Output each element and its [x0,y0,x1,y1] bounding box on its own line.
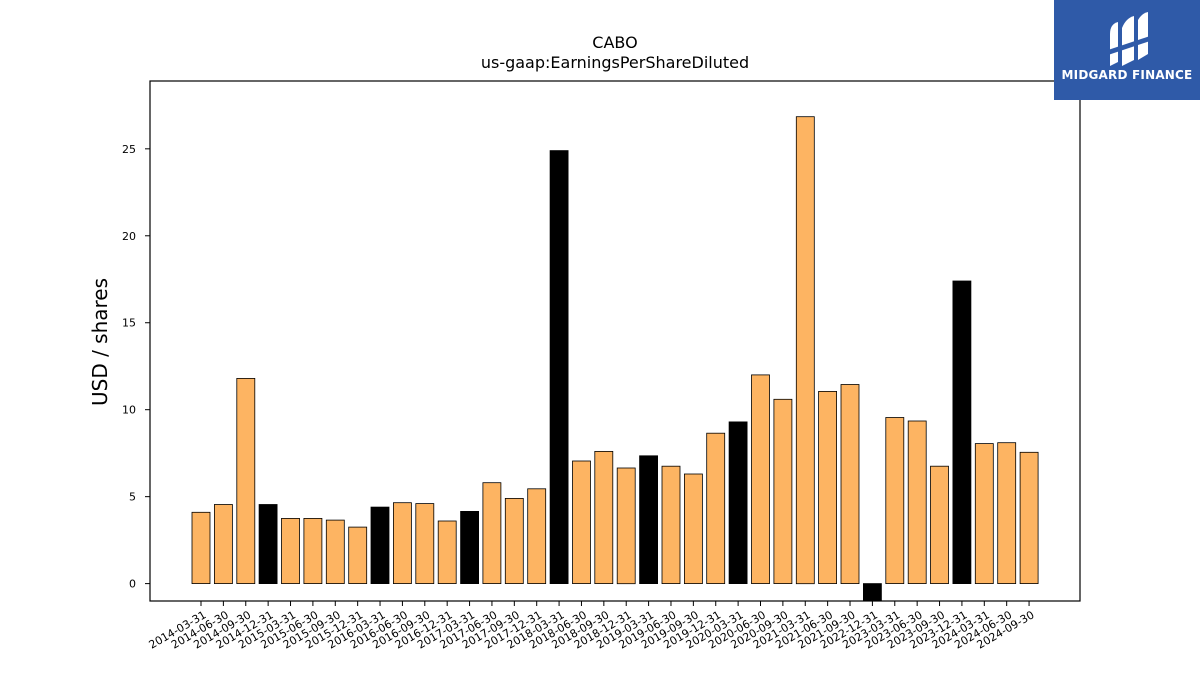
bar [392,502,412,585]
bar [930,465,949,585]
bar [504,497,524,584]
brand-logo: MIDGARD FINANCE [1054,0,1200,100]
bar [213,504,233,584]
x-axis-ticks: 2014-03-312014-06-302014-09-302014-12-31… [147,601,1037,652]
bar [684,473,703,584]
bar [460,510,480,584]
bar [437,520,457,584]
y-tick-label: 15 [122,317,136,330]
bar [818,390,837,584]
bar [258,504,278,584]
bar [907,420,927,585]
bar [594,450,614,584]
bars [191,116,1039,602]
bar [370,506,390,585]
bar [527,488,547,584]
bar [863,583,882,602]
bar [303,518,323,585]
bar [840,384,860,585]
bar [706,432,726,585]
y-tick-label: 20 [122,230,136,243]
bar [549,150,569,585]
bar [661,465,681,585]
bar [415,503,435,585]
bar [974,443,994,585]
y-tick-label: 0 [129,578,136,591]
plot-frame [149,80,1081,602]
bar [997,442,1017,585]
bar [236,377,256,584]
y-tick-label: 10 [122,404,136,417]
chart-title: CABO [592,33,637,52]
bar [348,526,368,584]
brand-name: MIDGARD FINANCE [1061,68,1193,82]
bar [773,398,793,584]
bar [885,417,905,585]
bar [952,280,972,585]
bar [795,116,815,585]
bar [191,511,211,584]
bar [751,374,770,584]
bar [572,460,591,584]
y-axis-ticks: 0 5 10 15 20 25 [122,143,150,591]
y-tick-label: 5 [129,491,136,504]
bar [482,482,502,585]
bar [616,467,636,585]
bar [325,519,345,584]
bar [639,455,658,584]
y-tick-label: 25 [122,143,136,156]
bar [281,518,300,585]
chart-subtitle: us-gaap:EarningsPerShareDiluted [481,53,749,72]
bar [728,421,748,584]
y-axis-label: USD / shares [88,278,112,406]
bar [1019,451,1039,584]
midgard-logo-icon [1108,12,1150,66]
